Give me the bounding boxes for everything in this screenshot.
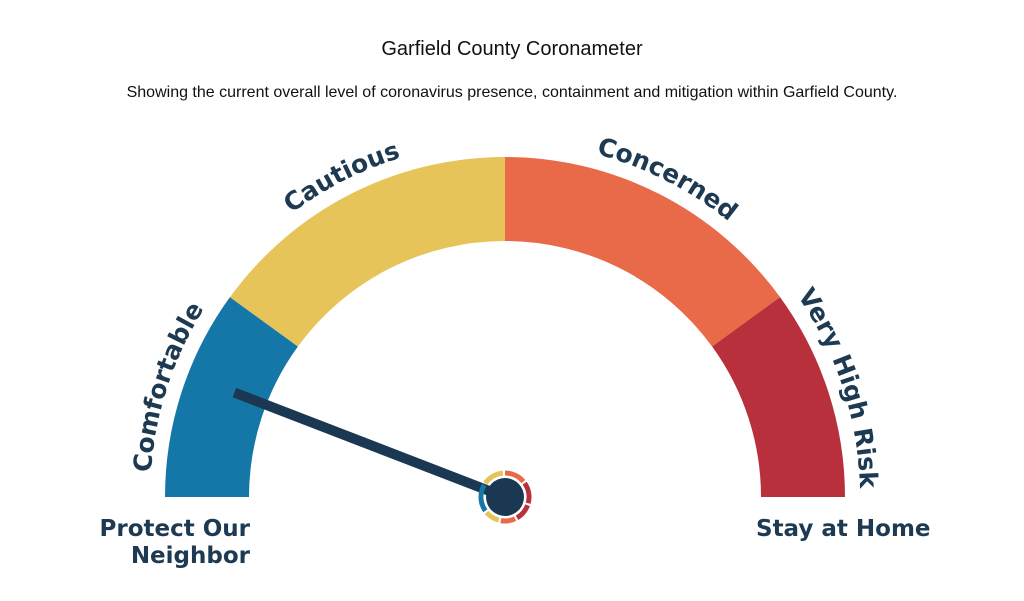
- left-end-label-line1: Protect Our: [99, 516, 251, 542]
- hub-ring-arc: [515, 504, 530, 520]
- gauge-needle: [232, 387, 507, 502]
- left-end-label: Protect Our Neighbor: [98, 516, 251, 570]
- gauge-segment-cautious: [229, 157, 506, 347]
- gauge-segment-comfortable: [165, 297, 298, 497]
- hub-ring-arc: [479, 502, 488, 513]
- hub-ring-arc: [500, 516, 517, 524]
- chart-subtitle: Showing the current overall level of cor…: [126, 84, 898, 101]
- hub-ring-arc: [483, 470, 504, 485]
- hub-ring-arc: [478, 483, 487, 507]
- hub-ring-arc: [504, 470, 526, 484]
- chart-title: Garfield County Coronameter: [381, 38, 643, 60]
- gauge-segment-very-high-risk: [712, 297, 845, 497]
- gauge-segment-concerned: [505, 157, 781, 347]
- hub-ring-arc: [484, 510, 500, 523]
- hub-ring-arc: [522, 481, 532, 504]
- right-end-label: Stay at Home: [756, 516, 931, 542]
- left-end-label-line2: Neighbor: [130, 543, 250, 569]
- gauge-hub: [486, 478, 524, 516]
